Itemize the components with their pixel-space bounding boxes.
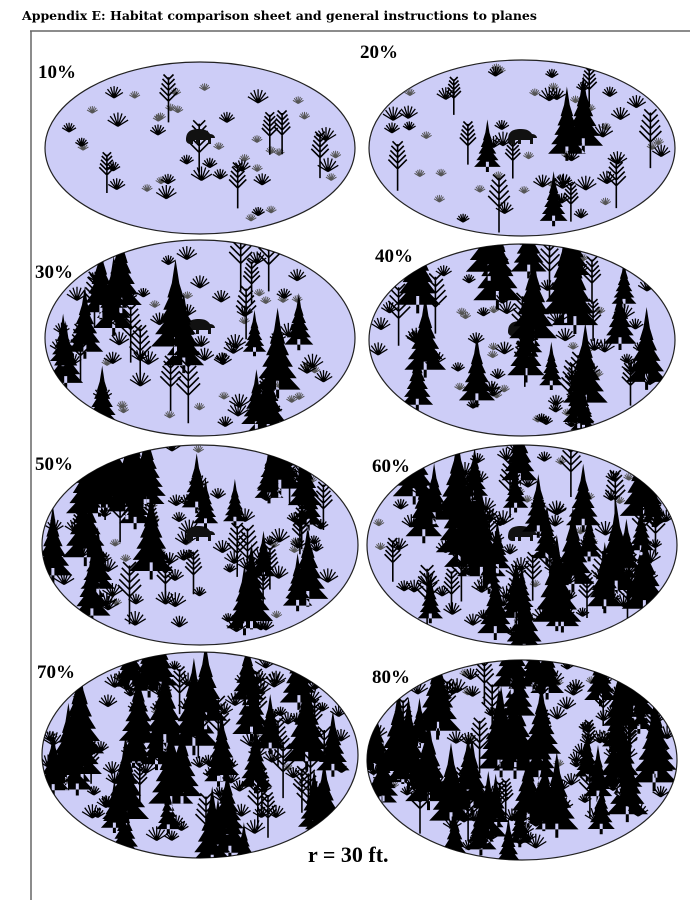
cover-label: 30% <box>35 262 73 283</box>
cover-label: 50% <box>35 454 73 475</box>
habitat-circle <box>369 60 675 236</box>
cover-label: 80% <box>372 667 410 688</box>
cover-label: 40% <box>375 246 413 267</box>
cover-label: 70% <box>37 662 75 683</box>
scale-note: r = 30 ft. <box>308 842 389 867</box>
document-page: Appendix E: Habitat comparison sheet and… <box>0 0 690 905</box>
cover-label: 10% <box>38 62 76 83</box>
page-title: Appendix E: Habitat comparison sheet and… <box>21 8 537 23</box>
cover-label: 20% <box>360 42 398 63</box>
cover-label: 60% <box>372 456 410 477</box>
